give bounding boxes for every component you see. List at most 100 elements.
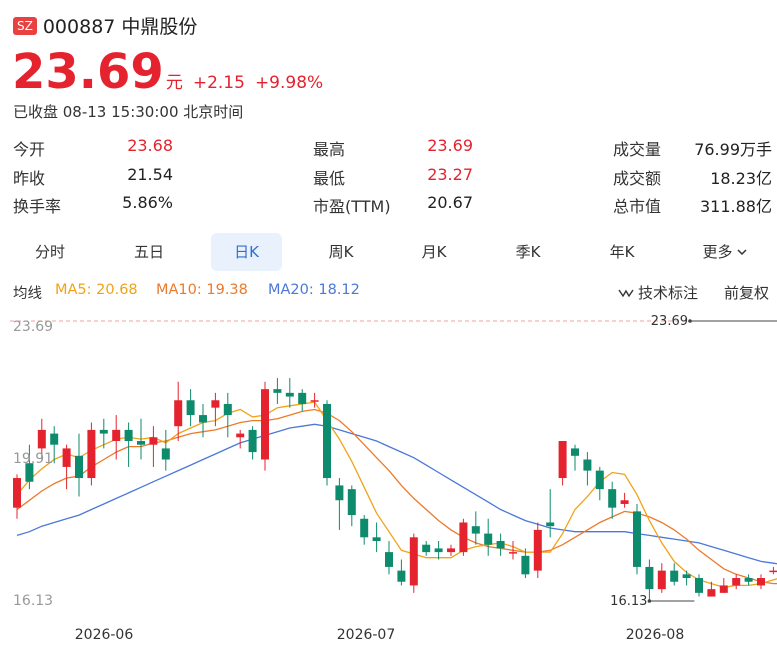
candle-body	[608, 489, 617, 508]
ma10-legend: MA10: 19.38	[156, 282, 248, 298]
candle-body	[757, 578, 765, 586]
candle-body	[360, 518, 369, 538]
candle	[87, 422, 96, 486]
tab-daily-k[interactable]: 日K	[211, 233, 282, 271]
candle	[670, 563, 679, 586]
candle-body	[533, 529, 542, 571]
tab-five-day[interactable]: 五日	[133, 243, 164, 261]
candle	[509, 541, 517, 560]
candle-body	[335, 485, 344, 501]
candle	[521, 548, 530, 579]
tab-intraday[interactable]: 分时	[34, 243, 65, 261]
annotate-label: 技术标注	[638, 284, 699, 302]
chart-labels: 23.69 19.91 16.13 2026-06 2026-07 2026-08 23.6…	[13, 314, 777, 643]
price-row: 23.69 元 +2.15 +9.98%	[12, 44, 323, 100]
candle	[360, 515, 369, 545]
candle-body	[50, 433, 59, 445]
price-unit: 元	[165, 73, 183, 93]
y-tick-label: 16.13	[13, 593, 53, 609]
candle-body	[707, 589, 716, 597]
annotate-icon	[618, 289, 634, 297]
candle	[695, 574, 703, 597]
candles	[13, 378, 777, 601]
price-change: +2.15	[192, 73, 245, 93]
candle-body	[137, 441, 145, 445]
candle-body	[37, 429, 46, 449]
candle	[323, 400, 331, 486]
candle	[447, 544, 455, 556]
stock-code-name: 000887 中鼎股份	[42, 16, 198, 38]
candle-body	[769, 570, 777, 573]
candle-body	[521, 555, 530, 575]
candle-body	[682, 574, 691, 579]
candle	[298, 389, 307, 412]
ma-lines	[16, 401, 777, 588]
tab-yearly-k[interactable]: 年K	[609, 243, 635, 261]
period-tabs: 分时 五日 日K 周K 月K 季K 年K 更多	[0, 233, 777, 271]
candle-body	[25, 463, 34, 482]
candle-body	[471, 526, 480, 534]
candle	[211, 392, 220, 427]
tab-monthly-k[interactable]: 月K	[421, 243, 447, 261]
candle	[199, 403, 207, 438]
candle	[620, 492, 629, 508]
candle	[248, 426, 257, 460]
stat-label-pe: 市盈(TTM)	[313, 197, 391, 216]
candle-body	[310, 400, 319, 402]
stat-value-market-cap: 311.88亿	[700, 197, 772, 216]
annotate-toggle[interactable]: 技术标注	[618, 282, 698, 303]
stat-value-high: 23.69	[427, 136, 473, 155]
candle-body	[595, 470, 604, 490]
stat-value-volume: 76.99万手	[694, 140, 772, 159]
candle	[99, 418, 108, 449]
candle	[397, 559, 406, 586]
stat-label-market-cap: 总市值	[613, 197, 662, 216]
tab-more[interactable]: 更多	[690, 233, 760, 271]
candle-body	[447, 548, 455, 553]
ma5-legend: MA5: 20.68	[55, 282, 138, 298]
stat-value-open: 23.68	[127, 136, 173, 155]
min-marker-dot	[647, 599, 652, 603]
adjust-mode-button[interactable]: 前复权	[724, 284, 770, 302]
candle	[459, 518, 468, 556]
candle-body	[484, 533, 493, 545]
candle	[533, 522, 542, 579]
candle	[75, 433, 83, 497]
stat-label-low: 最低	[313, 169, 346, 188]
candle-body	[298, 392, 307, 404]
candle-body	[99, 429, 108, 434]
candle-body	[657, 570, 666, 590]
candle-body	[248, 429, 257, 453]
candle-body	[223, 403, 232, 416]
candle	[496, 533, 505, 556]
stat-label-prev-close: 昨收	[13, 169, 46, 188]
candle-body	[409, 537, 418, 586]
x-tick-label: 2026-06	[75, 627, 134, 643]
candle	[732, 574, 741, 590]
stat-label-open: 今开	[13, 140, 46, 159]
candle	[546, 489, 555, 538]
candle	[595, 466, 604, 501]
candle	[261, 381, 269, 471]
candle	[471, 511, 480, 545]
candle	[335, 478, 344, 530]
tab-quarterly-k[interactable]: 季K	[515, 243, 541, 261]
candle	[571, 444, 579, 471]
candle-body	[186, 400, 195, 416]
candle	[236, 429, 245, 449]
candle	[161, 429, 170, 471]
ma5-line	[16, 401, 777, 588]
candle	[657, 563, 666, 593]
candle-body	[211, 400, 220, 408]
candle	[37, 418, 46, 460]
candle-body	[261, 389, 269, 460]
candle-body	[546, 522, 555, 527]
candle-body	[422, 544, 431, 553]
candle	[273, 378, 282, 404]
stat-label-volume: 成交量	[613, 140, 662, 159]
candle	[385, 541, 393, 575]
candle	[310, 392, 319, 408]
tab-weekly-k[interactable]: 周K	[328, 243, 354, 261]
price-change-percent: +9.98%	[254, 73, 324, 93]
candle-body	[347, 489, 356, 516]
